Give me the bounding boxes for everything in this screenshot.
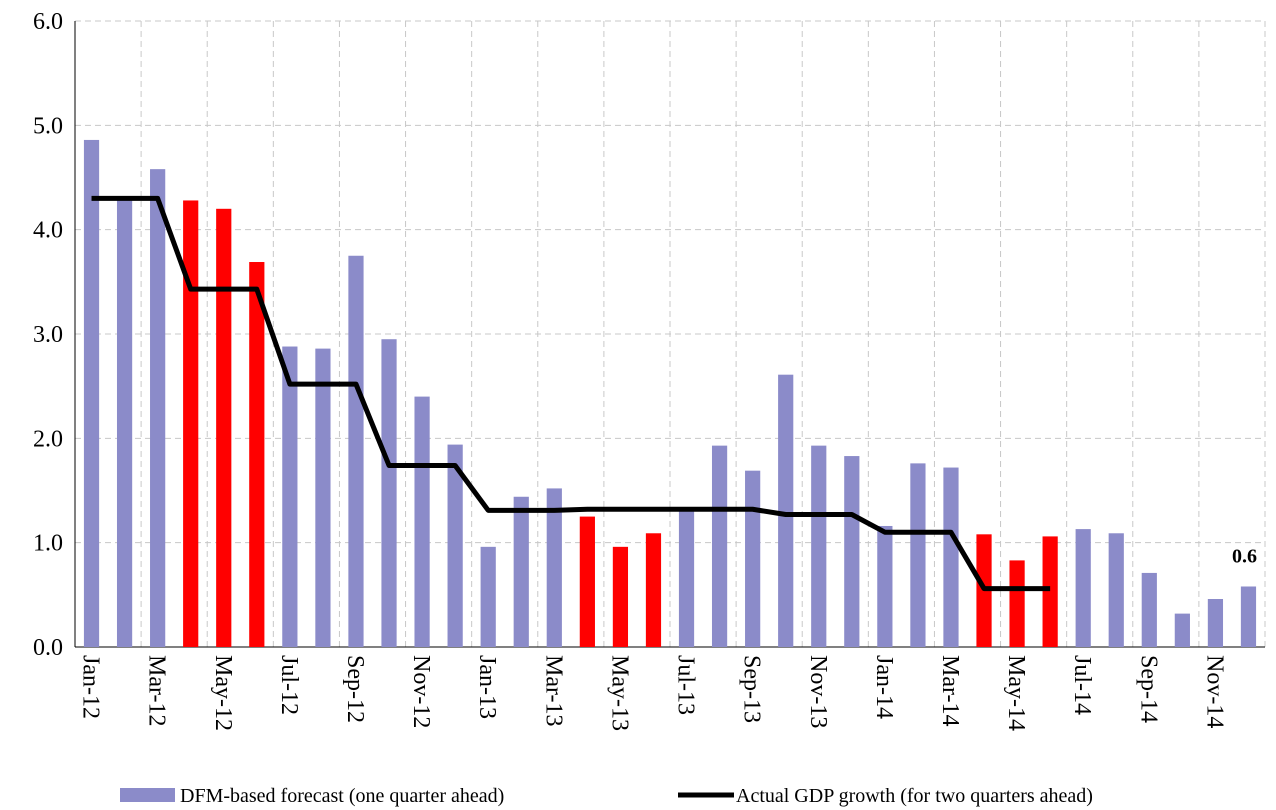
y-tick-label: 3.0 <box>33 322 63 348</box>
x-tick-label: Mar-13 <box>540 655 566 727</box>
bar <box>315 348 331 647</box>
bar <box>381 339 397 647</box>
bar <box>1075 529 1091 647</box>
bar <box>348 255 364 647</box>
x-tick-label: Nov-13 <box>805 655 831 728</box>
bar <box>447 444 463 647</box>
bar <box>844 456 860 647</box>
bar <box>480 546 496 647</box>
bar <box>282 346 298 647</box>
x-tick-label: May-13 <box>606 655 632 731</box>
bar <box>414 396 430 647</box>
x-tick-label: Sep-14 <box>1135 655 1161 723</box>
bar <box>811 445 827 647</box>
bar <box>249 262 265 647</box>
y-tick-label: 1.0 <box>33 531 63 557</box>
x-tick-label: Sep-13 <box>739 655 765 723</box>
x-tick-label: Jul-13 <box>673 655 699 715</box>
bar <box>711 445 728 647</box>
data-label: 0.6 <box>1232 545 1257 567</box>
x-tick-label: Jul-14 <box>1069 655 1095 715</box>
x-tick-label: Jul-12 <box>276 655 302 715</box>
y-tick-label: 6.0 <box>33 9 63 35</box>
x-tick-label: Mar-14 <box>937 655 963 727</box>
x-tick-label: Jan-13 <box>474 655 500 719</box>
x-tick-label: Jan-14 <box>871 655 897 719</box>
bar <box>150 169 166 648</box>
y-tick-label: 4.0 <box>33 218 63 244</box>
bar <box>513 496 529 647</box>
x-tick-label: May-12 <box>210 655 236 731</box>
x-tick-label: Nov-12 <box>408 655 434 728</box>
bar <box>612 546 629 647</box>
legend-swatch <box>120 788 175 802</box>
bar <box>678 511 695 647</box>
bar <box>943 467 959 647</box>
bar <box>579 516 595 647</box>
bar <box>1141 572 1157 647</box>
bar <box>183 200 199 647</box>
line <box>91 195 1051 592</box>
x-tick-label: Sep-12 <box>342 655 368 723</box>
legend-label: Actual GDP growth (for two quarters ahea… <box>736 785 1093 807</box>
bar <box>83 139 100 647</box>
x-tick-label: Nov-14 <box>1201 655 1227 728</box>
x-tick-label: Mar-12 <box>144 655 170 727</box>
y-tick-label: 2.0 <box>33 426 63 452</box>
bar <box>778 374 794 647</box>
bar <box>910 463 926 647</box>
bar <box>1174 613 1190 647</box>
bar <box>1207 599 1224 647</box>
y-tick-label: 5.0 <box>33 113 63 139</box>
bar <box>546 488 562 647</box>
bar <box>1240 586 1257 647</box>
bar <box>877 525 893 647</box>
x-tick-label: Jan-12 <box>78 655 104 719</box>
y-tick-label: 0.0 <box>33 635 63 661</box>
bar <box>1009 560 1025 647</box>
bar <box>1042 536 1058 647</box>
bar <box>1108 533 1124 647</box>
bar <box>116 198 133 647</box>
bar <box>645 533 662 647</box>
legend-label: DFM-based forecast (one quarter ahead) <box>180 785 504 807</box>
bar <box>745 470 761 647</box>
bar <box>216 208 232 648</box>
x-tick-label: May-14 <box>1003 655 1029 731</box>
